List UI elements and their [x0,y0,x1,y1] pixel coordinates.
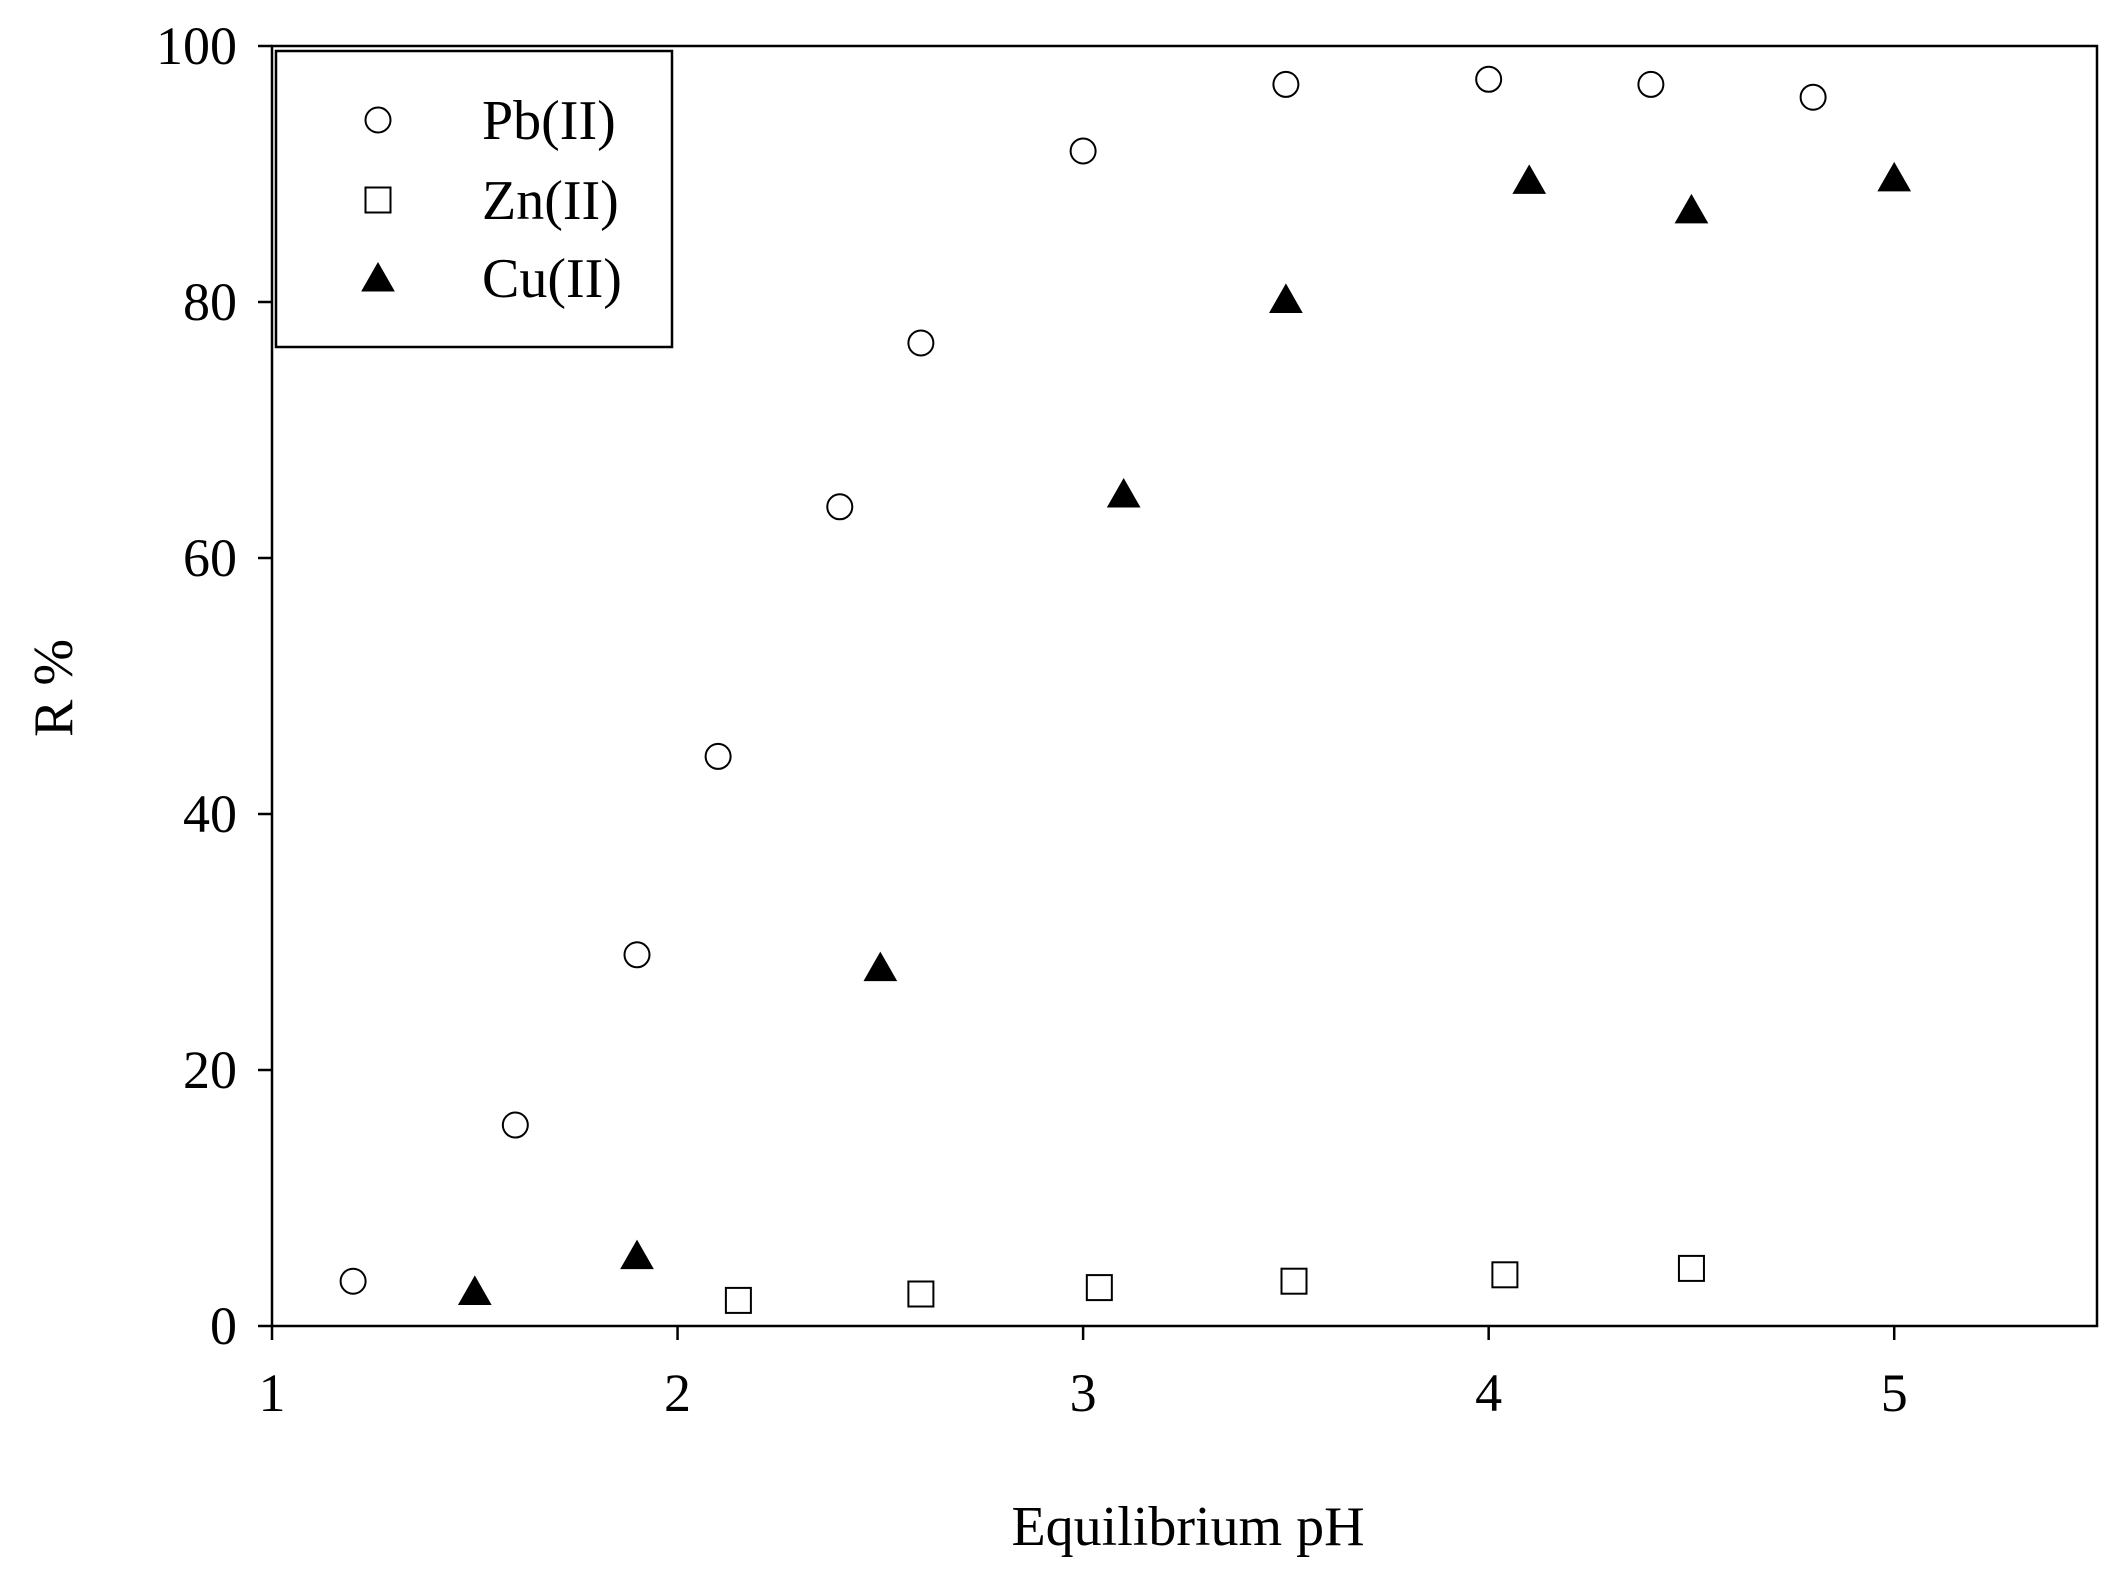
y-tick-label: 100 [156,16,237,76]
legend-label: Zn(II) [482,170,619,232]
plot-frame [270,44,2099,1328]
y-tick-label: 40 [183,784,237,844]
data-point [1491,1261,1519,1289]
data-point [1085,1274,1113,1302]
x-axis-ticks: 1 2 3 4 5 [259,1326,1908,1423]
data-point [1877,161,1912,192]
data-point [501,1111,529,1139]
data-point [1106,477,1141,508]
data-point [620,1239,654,1270]
data-point [623,941,651,969]
data-markers [339,65,1912,1314]
y-tick-label: 60 [183,528,237,588]
data-point [1272,70,1300,98]
series-cu-ii [457,161,1912,1305]
legend-label: Cu(II) [482,248,622,310]
data-point [1280,1267,1308,1295]
data-point [863,951,898,982]
y-tick-label: 0 [210,1296,237,1356]
data-point [704,742,732,770]
legend-box [274,49,674,349]
y-axis-ticks: 0 20 40 60 80 100 [156,16,272,1356]
data-point [907,1280,935,1308]
data-point [1637,70,1665,98]
data-point [1799,83,1827,111]
data-point [1512,164,1547,194]
data-point [1269,283,1303,313]
series-pb-ii [339,65,1827,1295]
data-point [907,329,935,357]
y-axis-label: R % [23,639,85,737]
y-tick-label: 80 [183,272,237,332]
x-tick-label: 2 [664,1363,691,1423]
data-point [1475,65,1503,93]
legend-marker [364,106,392,134]
legend-label: Pb(II) [482,90,616,152]
legend: Pb(II) Zn(II) Cu(II) [274,49,674,349]
data-point [1677,1254,1705,1282]
data-point [1674,193,1709,224]
x-tick-label: 5 [1881,1363,1908,1423]
data-point [826,493,854,521]
legend-marker [364,186,392,214]
data-point [1069,137,1097,165]
x-tick-label: 1 [259,1363,286,1423]
data-point [724,1286,752,1314]
data-point [457,1275,492,1305]
plot-border [270,44,2099,1328]
x-tick-label: 3 [1070,1363,1097,1423]
legend-marker [361,261,395,292]
x-axis-label: Equilibrium pH [1011,1496,1364,1558]
series-zn-ii [724,1254,1705,1314]
x-tick-label: 4 [1475,1363,1502,1423]
y-tick-label: 20 [183,1040,237,1100]
data-point [339,1267,367,1295]
